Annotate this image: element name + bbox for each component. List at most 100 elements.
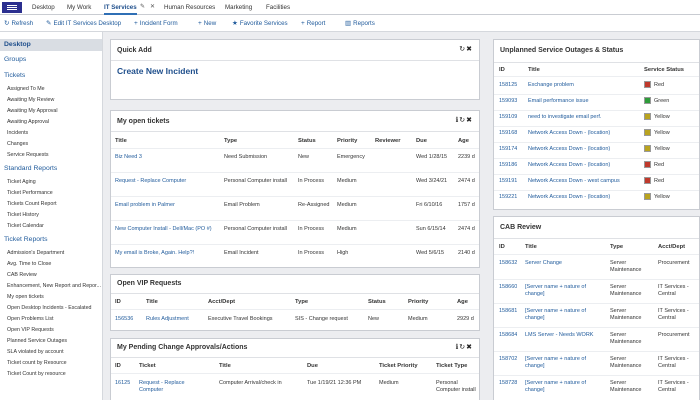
sidebar-standard-reports[interactable]: Standard Reports <box>4 165 58 172</box>
tab-my-work[interactable]: My Work <box>67 4 92 11</box>
column-header[interactable]: Title <box>525 244 537 250</box>
outage-title-link[interactable]: Network Access Down - (location) <box>528 162 611 168</box>
outage-id-link[interactable]: 159109 <box>499 114 518 120</box>
ticket-title-link[interactable]: New Computer Install - Dell/Mac (PO #) <box>115 226 212 232</box>
outage-title-link[interactable]: Network Access Down - (location) <box>528 146 611 152</box>
sidebar-item-open-desktop-incidents[interactable]: Open Desktop Incidents - Escalated <box>7 305 92 311</box>
sidebar-item-awaiting-approval[interactable]: Awaiting Approval <box>7 119 50 125</box>
cab-title-link[interactable]: Server Change <box>525 260 562 266</box>
new-button[interactable]: + New <box>198 15 216 32</box>
ticket-title-link[interactable]: Request - Replace Computer <box>115 178 187 184</box>
column-header[interactable]: Acct/Dept <box>208 299 236 305</box>
sidebar-item-my-open-tickets[interactable]: My open tickets <box>7 294 44 300</box>
ticket-title-link[interactable]: My email is Broke, Again. Help?! <box>115 250 195 256</box>
favorite-services-button[interactable]: ★ Favorite Services <box>232 15 288 32</box>
column-header[interactable]: Priority <box>408 299 429 305</box>
sidebar-item-assigned-to-me[interactable]: Assigned To Me <box>7 86 45 92</box>
tab-facilities[interactable]: Facilities <box>266 4 291 11</box>
close-icon[interactable]: ✖ <box>466 117 473 124</box>
column-header[interactable]: Ticket Type <box>436 363 468 369</box>
ticket-title-link[interactable]: Email problem in Palmer <box>115 202 175 208</box>
sidebar-desktop[interactable]: Desktop <box>0 39 102 51</box>
outage-title-link[interactable]: Email performance issue <box>528 98 589 104</box>
edit-desktop-button[interactable]: ✎ Edit IT Services Desktop <box>46 15 121 32</box>
incident-form-button[interactable]: + Incident Form <box>134 15 178 32</box>
vip-title-link[interactable]: Rules Adjustment <box>146 316 189 322</box>
sidebar-item-awaiting-my-review[interactable]: Awaiting My Review <box>7 97 55 103</box>
sidebar-item-tickets-count-report[interactable]: Tickets Count Report <box>7 201 57 207</box>
outage-title-link[interactable]: need to investigate email perf. <box>528 114 602 120</box>
column-header[interactable]: Title <box>115 138 127 144</box>
sidebar-item-ticket-history[interactable]: Ticket History <box>7 212 39 218</box>
column-header[interactable]: Age <box>457 299 468 305</box>
outage-id-link[interactable]: 159221 <box>499 194 518 200</box>
cab-title-link[interactable]: [Server name + nature of change] <box>525 308 586 321</box>
sidebar-item-planned-service-outages[interactable]: Planned Service Outages <box>7 338 68 344</box>
outage-id-link[interactable]: 159168 <box>499 130 518 136</box>
cab-title-link[interactable]: [Server name + nature of change] <box>525 356 586 369</box>
sidebar-item-enhancement-report[interactable]: Enhancement, New Report and Repor... <box>7 283 101 289</box>
tab-desktop[interactable]: Desktop <box>32 4 55 11</box>
cab-title-link[interactable]: [Server name + nature of change] <box>525 284 586 297</box>
column-header[interactable]: Age <box>458 138 469 144</box>
outage-id-link[interactable]: 159174 <box>499 146 518 152</box>
cab-id-link[interactable]: 158702 <box>499 356 518 362</box>
menu-logo-icon[interactable] <box>2 2 22 13</box>
sidebar-item-service-requests[interactable]: Service Requests <box>7 152 49 158</box>
column-header[interactable]: Due <box>307 363 318 369</box>
cab-title-link[interactable]: [Server name + nature of change] <box>525 380 586 393</box>
column-header[interactable]: ID <box>115 299 121 305</box>
column-header[interactable]: ID <box>499 244 505 250</box>
sidebar-groups[interactable]: Groups <box>4 56 27 63</box>
sidebar-item-sla-violated[interactable]: SLA violated by account <box>7 349 64 355</box>
close-icon[interactable]: ✖ <box>466 46 473 53</box>
outage-id-link[interactable]: 158125 <box>499 82 518 88</box>
close-icon[interactable]: ✖ <box>466 344 473 351</box>
outage-title-link[interactable]: Exchange problem <box>528 82 574 88</box>
sidebar-ticket-reports[interactable]: Ticket Reports <box>4 236 48 243</box>
cab-id-link[interactable]: 158728 <box>499 380 518 386</box>
reports-button[interactable]: ▥ Reports <box>345 15 375 32</box>
column-header[interactable]: Title <box>219 363 231 369</box>
column-header[interactable]: Title <box>146 299 158 305</box>
refresh-icon[interactable]: ↻ <box>459 344 467 351</box>
outage-id-link[interactable]: 159186 <box>499 162 518 168</box>
outage-title-link[interactable]: Network Access Down - (location) <box>528 194 611 200</box>
sidebar-item-cab-review[interactable]: CAB Review <box>7 272 37 278</box>
column-header[interactable]: Status <box>298 138 316 144</box>
sidebar-item-changes[interactable]: Changes <box>7 141 29 147</box>
sidebar-item-ticket-calendar[interactable]: Ticket Calendar <box>7 223 44 229</box>
sidebar-item-awaiting-my-approval[interactable]: Awaiting My Approval <box>7 108 58 114</box>
tab-it-services[interactable]: IT Services <box>104 0 137 15</box>
sidebar-item-admissions-department[interactable]: Admission's Department <box>7 250 65 256</box>
column-header[interactable]: ID <box>115 363 121 369</box>
cab-id-link[interactable]: 158632 <box>499 260 518 266</box>
sidebar-item-open-vip-requests[interactable]: Open VIP Requests <box>7 327 54 333</box>
outage-id-link[interactable]: 159191 <box>499 178 518 184</box>
tab-marketing[interactable]: Marketing <box>225 4 253 11</box>
refresh-icon[interactable]: ↻ <box>459 117 467 124</box>
sidebar-item-ticket-count-by-resource[interactable]: Ticket count by Resource <box>7 360 67 366</box>
cab-title-link[interactable]: LMS Server - Needs WORK <box>525 332 594 338</box>
outage-id-link[interactable]: 159093 <box>499 98 518 104</box>
column-header[interactable]: Type <box>295 299 309 305</box>
column-header[interactable]: Title <box>528 67 540 73</box>
column-header[interactable]: ID <box>499 67 505 73</box>
close-tab-icon[interactable]: ✕ <box>150 4 156 10</box>
column-header[interactable]: Due <box>416 138 427 144</box>
column-header[interactable]: Acct/Dept <box>658 244 686 250</box>
column-header[interactable]: Status <box>368 299 386 305</box>
cab-id-link[interactable]: 158684 <box>499 332 518 338</box>
column-header[interactable]: Type <box>224 138 238 144</box>
vip-id-link[interactable]: 156536 <box>115 316 134 322</box>
column-header[interactable]: Priority <box>337 138 358 144</box>
column-header[interactable]: Reviewer <box>375 138 401 144</box>
outage-title-link[interactable]: Network Access Down - west campus <box>528 178 620 184</box>
change-ticket-link[interactable]: Request - Replace Computer <box>139 380 185 393</box>
outage-title-link[interactable]: Network Access Down - (location) <box>528 130 611 136</box>
cab-id-link[interactable]: 158681 <box>499 308 518 314</box>
sidebar-tickets[interactable]: Tickets <box>4 72 26 79</box>
create-new-incident-link[interactable]: Create New Incident <box>117 66 199 76</box>
sidebar-item-incidents[interactable]: Incidents <box>7 130 29 136</box>
report-button[interactable]: + Report <box>301 15 325 32</box>
